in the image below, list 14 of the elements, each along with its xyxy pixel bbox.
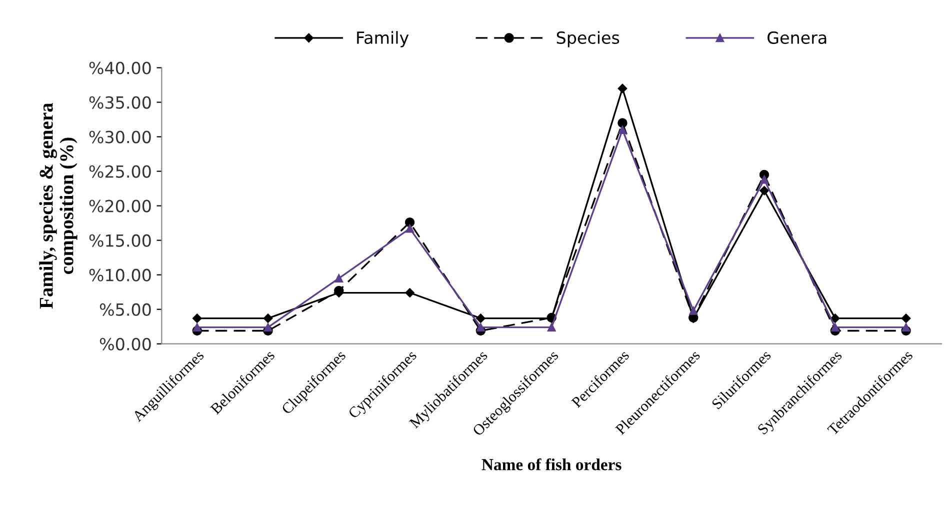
y-tick-label: %25.00 [89, 165, 151, 178]
legend-label: Genera [768, 31, 826, 44]
y-tick-label: %10.00 [89, 268, 151, 282]
y-tick-label: %5.00 [100, 303, 151, 316]
y-tick-label: %30.00 [89, 130, 151, 144]
x-axis-title: Name of fish orders [482, 458, 622, 470]
y-tick-label: %35.00 [89, 96, 151, 109]
y-tick-label: %40.00 [89, 62, 151, 74]
y-tick-label: %15.00 [89, 234, 151, 247]
legend-label: Species [556, 31, 620, 48]
y-tick-label: %0.00 [100, 338, 151, 350]
legend-label: Family [357, 31, 409, 48]
y-axis-title: Family, species & genera composition (%) [39, 102, 78, 309]
y-tick-label: %20.00 [89, 200, 151, 212]
